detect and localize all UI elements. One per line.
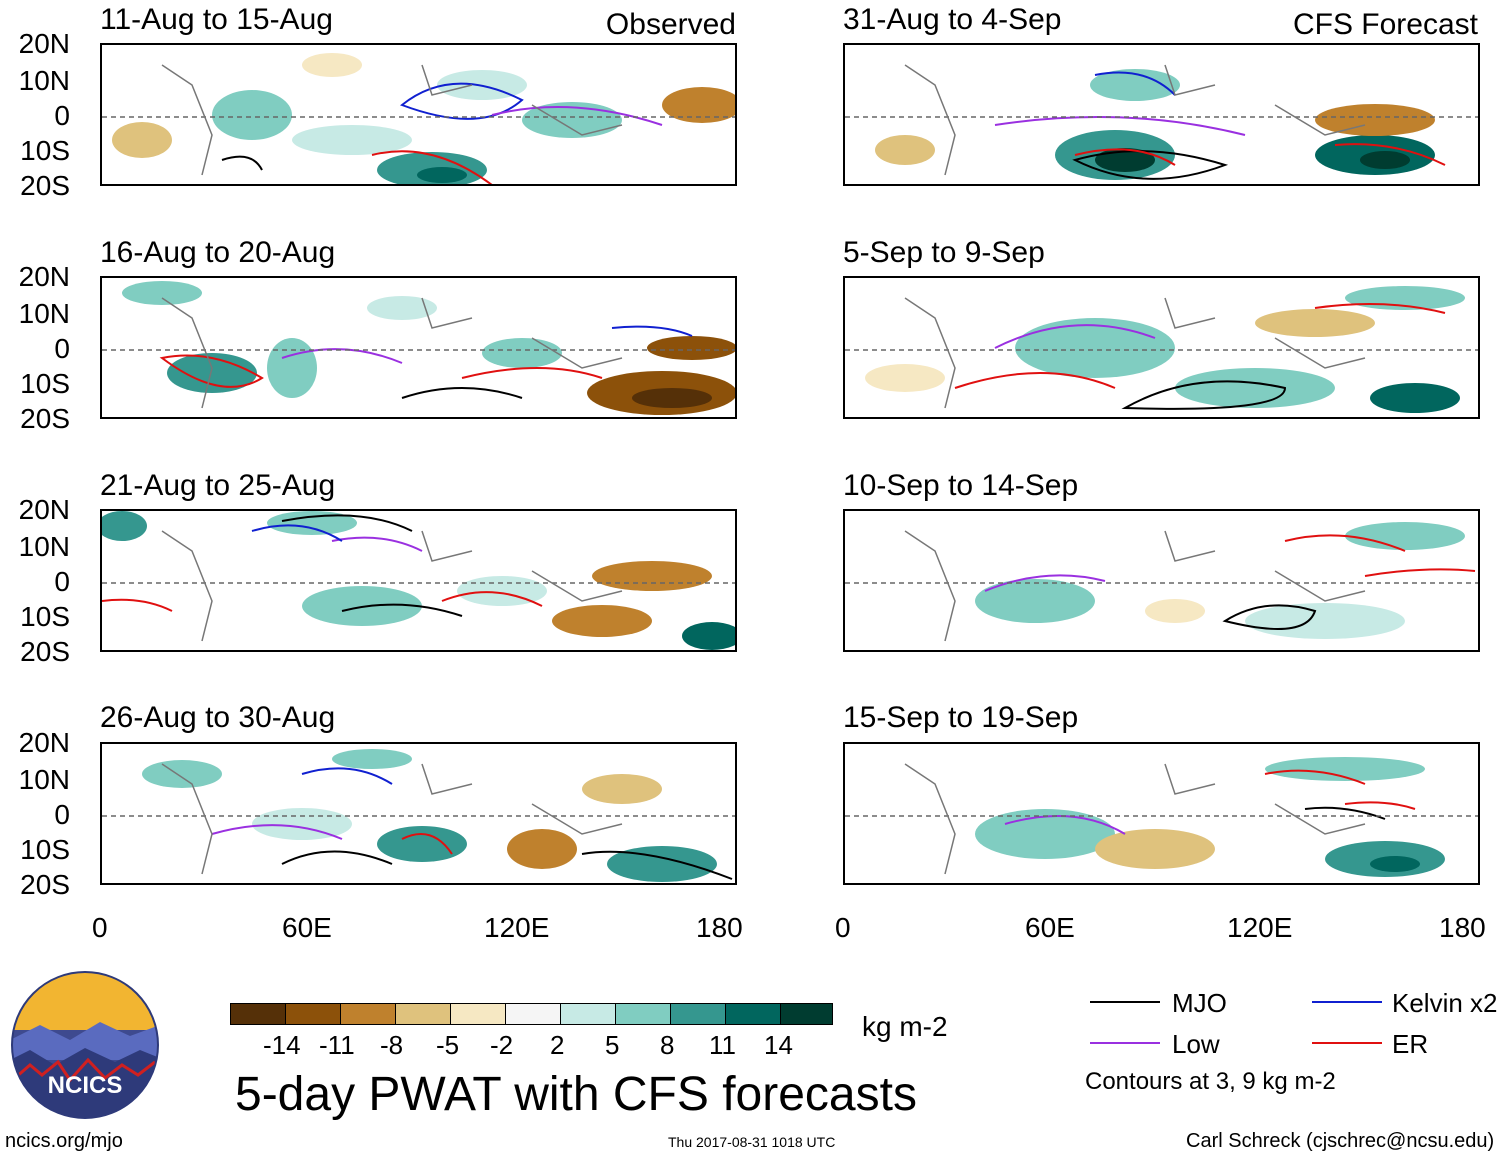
- lat-label: 10N: [18, 764, 70, 795]
- panel-title: 16-Aug to 20-Aug: [100, 236, 336, 269]
- legend-label-low: Low: [1172, 1029, 1220, 1059]
- colorbar-label: -11: [319, 1030, 355, 1060]
- lat-label: 0: [54, 333, 70, 364]
- panel-title: 26-Aug to 30-Aug: [100, 701, 336, 734]
- map-panel-fcst-4: [843, 742, 1480, 885]
- lat-label: 20S: [20, 869, 70, 900]
- colorbar-label: -14: [263, 1030, 301, 1060]
- lat-label: 0: [54, 566, 70, 597]
- map-panel-fcst-1: [843, 43, 1480, 186]
- lat-label: 0: [54, 100, 70, 131]
- colorbar-label: 14: [764, 1030, 793, 1060]
- lon-label: 60E: [1025, 912, 1075, 943]
- ncics-logo: NCICS: [10, 970, 160, 1120]
- observed-label: Observed: [605, 8, 736, 41]
- legend-label-er: ER: [1392, 1029, 1429, 1059]
- main-title: 5-day PWAT with CFS forecasts: [235, 1068, 917, 1121]
- lat-label: 20S: [20, 636, 70, 667]
- colorbar-bin: [725, 1003, 781, 1025]
- lat-label: 10N: [18, 65, 70, 96]
- colorbar-label: -8: [380, 1030, 404, 1060]
- colorbar-label: 11: [709, 1030, 736, 1060]
- lat-label: 10S: [20, 368, 70, 399]
- legend-label-kelvin: Kelvin x2: [1392, 988, 1498, 1018]
- colorbar-bin: [780, 1003, 833, 1025]
- footer-url[interactable]: ncics.org/mjo: [5, 1130, 123, 1152]
- lon-label: 0: [92, 912, 108, 943]
- lat-label: 20N: [18, 28, 70, 59]
- map-panel-obs-2: [100, 276, 737, 419]
- colorbar-bin: [615, 1003, 671, 1025]
- panel-title: 5-Sep to 9-Sep: [843, 236, 1045, 269]
- map-panel-fcst-3: [843, 509, 1480, 652]
- colorbar-bin: [505, 1003, 561, 1025]
- footer-author: Carl Schreck (cjschrec@ncsu.edu): [1186, 1130, 1495, 1152]
- colorbar-bin: [450, 1003, 506, 1025]
- legend-line-mjo: [1090, 1001, 1160, 1003]
- forecast-label: CFS Forecast: [1292, 8, 1478, 41]
- lon-label: 120E: [484, 912, 550, 943]
- colorbar-bin: [670, 1003, 726, 1025]
- map-panel-obs-3: [100, 509, 737, 652]
- lat-label: 0: [54, 799, 70, 830]
- colorbar-label: -5: [436, 1030, 460, 1060]
- lon-label: 180: [696, 912, 743, 943]
- colorbar-bin: [230, 1003, 286, 1025]
- lat-label: 20S: [20, 403, 70, 434]
- legend-line-low: [1090, 1042, 1160, 1044]
- colorbar-label: 5: [605, 1030, 620, 1060]
- panel-title: 31-Aug to 4-Sep: [843, 3, 1062, 36]
- panel-title: 10-Sep to 14-Sep: [843, 469, 1079, 502]
- colorbar-bin: [560, 1003, 616, 1025]
- colorbar-label: 8: [660, 1030, 675, 1060]
- footer-timestamp: Thu 2017-08-31 1018 UTC: [668, 1134, 836, 1150]
- lat-label: 10S: [20, 601, 70, 632]
- lat-label: 20N: [18, 727, 70, 758]
- colorbar-label: 2: [550, 1030, 565, 1060]
- legend-line-kelvin: [1312, 1001, 1382, 1003]
- legend-note: Contours at 3, 9 kg m-2: [1085, 1068, 1336, 1095]
- lat-label: 10N: [18, 531, 70, 562]
- panel-title: 15-Sep to 19-Sep: [843, 701, 1079, 734]
- panel-title: 21-Aug to 25-Aug: [100, 469, 336, 502]
- lon-label: 120E: [1227, 912, 1293, 943]
- lat-label: 10S: [20, 135, 70, 166]
- panel-title: 11-Aug to 15-Aug: [100, 3, 333, 36]
- lat-label: 20N: [18, 494, 70, 525]
- lat-label: 20S: [20, 170, 70, 201]
- colorbar-bin: [340, 1003, 396, 1025]
- legend-label-mjo: MJO: [1172, 988, 1227, 1018]
- legend-line-er: [1312, 1042, 1382, 1044]
- units-label: kg m-2: [862, 1011, 948, 1042]
- map-panel-fcst-2: [843, 276, 1480, 419]
- lon-label: 0: [835, 912, 851, 943]
- map-panel-obs-1: [100, 43, 737, 186]
- lat-label: 20N: [18, 261, 70, 292]
- logo-text: NCICS: [48, 1072, 123, 1099]
- colorbar-label: -2: [490, 1030, 514, 1060]
- lat-label: 10S: [20, 834, 70, 865]
- lon-label: 180: [1439, 912, 1486, 943]
- colorbar-bin: [285, 1003, 341, 1025]
- map-panel-obs-4: [100, 742, 737, 885]
- colorbar-bin: [395, 1003, 451, 1025]
- lat-label: 10N: [18, 298, 70, 329]
- lon-label: 60E: [282, 912, 332, 943]
